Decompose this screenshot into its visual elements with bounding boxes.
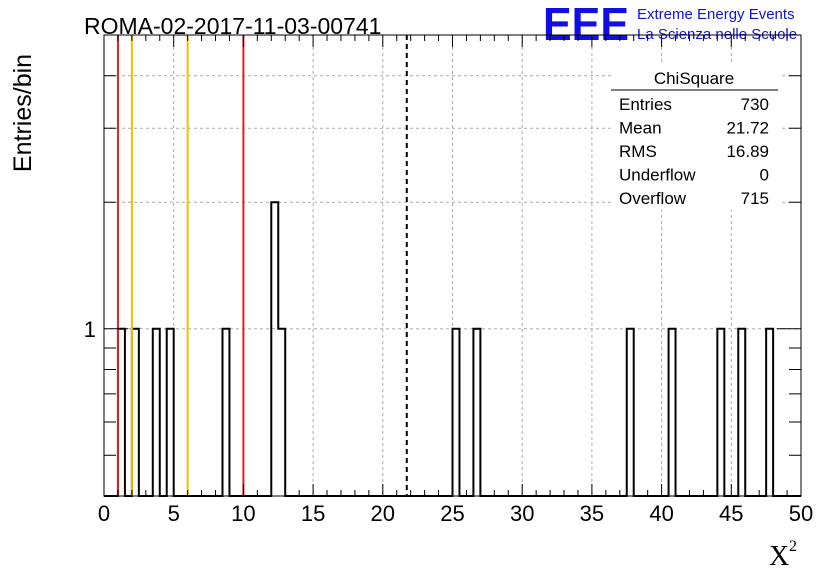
x-tick-labels: 0 5 10 15 20 25 30 35 40 45 50 [98,501,813,526]
histogram-bin [766,329,773,496]
x-tick-label: 0 [98,501,110,526]
x-axis-label-superscript: 2 [789,538,797,555]
y-axis-label: Entries/bin [9,54,37,172]
histogram-bin [717,329,724,496]
x-tick-label: 30 [510,501,534,526]
histogram-bin [278,329,285,496]
x-axis-label-main: X [769,541,789,572]
x-tick-label: 5 [168,501,180,526]
stats-row-value: 715 [741,189,769,208]
eee-logo: EEE Extreme Energy Events La Scienza nel… [543,0,797,50]
y-tick-label: 1 [84,317,96,342]
x-tick-label: 50 [789,501,813,526]
marker-lines [116,35,408,496]
x-tick-label: 45 [719,501,743,526]
stats-row-value: 0 [760,166,769,185]
stats-title: ChiSquare [654,69,734,88]
histogram-bin [167,329,174,496]
axis-ticks [103,35,802,496]
stats-box-background [611,62,779,210]
stats-row-label: Overflow [619,189,687,208]
stats-row-label: Mean [619,119,662,138]
histogram-bin [453,329,460,496]
logo-line-1: Extreme Energy Events [637,6,795,23]
histogram-bin [222,329,229,496]
stats-row-value: 21.72 [726,119,769,138]
x-tick-label: 10 [231,501,255,526]
x-tick-label: 40 [649,501,673,526]
x-tick-label: 20 [371,501,395,526]
histogram-bin [153,329,160,496]
histogram-bin [738,329,745,496]
stats-row-value: 730 [741,95,769,114]
logo-mark: EEE [543,0,629,50]
y-tick-labels: 1 [84,317,96,342]
x-tick-label: 35 [580,501,604,526]
histogram-bin [118,329,125,496]
x-tick-label: 15 [301,501,325,526]
stats-row-label: RMS [619,142,657,161]
stats-row-label: Entries [619,95,672,114]
histogram-bin [132,329,139,496]
histogram-bin [473,329,480,496]
stats-row-value: 16.89 [726,142,769,161]
histogram-bin [271,202,278,496]
histogram-bin [627,329,634,496]
x-tick-label: 25 [440,501,464,526]
x-axis-label: X 2 [769,538,797,572]
histogram-bin [669,329,676,496]
stats-row-label: Underflow [619,166,696,185]
stats-rows: Entries 730 Mean 21.72 RMS 16.89 Underflow 0 Ove… [619,95,769,208]
stats-box: ChiSquare Entries 730 Mean 21.72 RMS 16.89 Und… [611,62,779,210]
